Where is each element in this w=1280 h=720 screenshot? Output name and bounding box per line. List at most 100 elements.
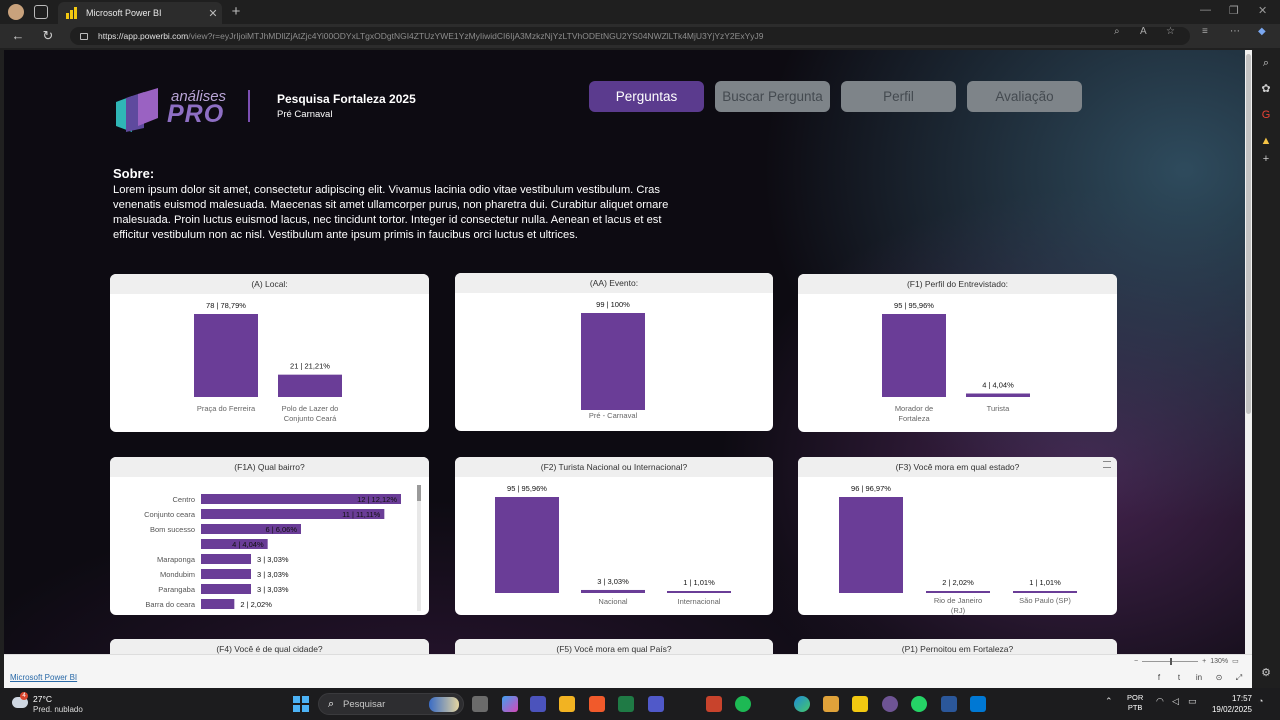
bar[interactable] [667, 591, 731, 593]
new-tab-icon[interactable]: + [231, 3, 241, 20]
page-scrollbar[interactable] [1245, 50, 1252, 654]
google-icon[interactable]: G [1261, 109, 1271, 121]
back-icon[interactable]: ← [11, 28, 25, 43]
teams-work-icon[interactable] [648, 696, 664, 712]
volume-icon[interactable]: ◁ [1172, 696, 1179, 706]
nav-avaliacao-button[interactable]: Avaliação [967, 81, 1082, 112]
bar[interactable] [201, 539, 268, 549]
bar[interactable] [201, 584, 251, 594]
more-menu-icon[interactable]: ⋯ [1230, 26, 1240, 37]
bairro-scrollbar[interactable] [417, 485, 421, 611]
edge-icon[interactable] [794, 696, 810, 712]
copilot-app-icon[interactable] [502, 696, 518, 712]
powerbi-app-icon[interactable] [852, 696, 868, 712]
bar[interactable] [201, 509, 385, 519]
weather-desc[interactable]: Pred. nublado [33, 705, 83, 714]
task-view-icon[interactable] [472, 696, 488, 712]
maximize-icon[interactable]: ❐ [1229, 5, 1239, 17]
read-aloud-icon[interactable]: A [1140, 26, 1147, 37]
facebook-icon[interactable]: f [1157, 673, 1161, 682]
card-bairro[interactable]: (F1A) Qual bairro? Centro 12 | 12,12% Conj… [110, 457, 429, 615]
whatsapp-icon[interactable] [911, 696, 927, 712]
add-app-icon[interactable]: + [1262, 153, 1270, 165]
zoom-out-icon[interactable]: − [1134, 657, 1139, 665]
notifications-icon[interactable]: ◔ [1258, 696, 1264, 706]
powerbi-link[interactable]: Microsoft Power BI [10, 673, 78, 682]
copilot-icon[interactable]: ◆ [1258, 26, 1266, 37]
card-local[interactable]: (A) Local: 78 | 78,79% Praça do Ferreira 2… [110, 274, 429, 432]
minimize-icon[interactable]: — [1200, 4, 1211, 16]
battery-icon[interactable]: ▭ [1188, 696, 1197, 706]
bar[interactable] [194, 314, 258, 397]
weather-temp[interactable]: 27°C [33, 694, 52, 704]
filter-icon[interactable] [1103, 461, 1111, 468]
teams-icon[interactable] [530, 696, 546, 712]
file-explorer-icon[interactable] [559, 696, 575, 712]
bar[interactable] [278, 374, 342, 397]
card-perfil[interactable]: (F1) Perfil do Entrevistado: 95 | 95,96%… [798, 274, 1117, 432]
browser-tab[interactable]: Microsoft Power BI ✕ [58, 2, 222, 24]
spotify-icon[interactable] [735, 696, 751, 712]
vscode-icon[interactable] [970, 696, 986, 712]
nav-buscar-button[interactable]: Buscar Pergunta [715, 81, 830, 112]
card-cidade[interactable]: (F4) Você é de qual cidade? [110, 639, 429, 654]
card-turista[interactable]: (F2) Turista Nacional ou Internacional? … [455, 457, 773, 615]
zoom-in-icon[interactable]: + [1202, 657, 1207, 665]
nav-perfil-button[interactable]: Perfil [841, 81, 956, 112]
word-icon[interactable] [941, 696, 957, 712]
bar[interactable] [966, 393, 1030, 397]
bar[interactable] [839, 497, 903, 593]
close-tab-icon[interactable]: ✕ [208, 7, 218, 20]
bar[interactable] [201, 554, 251, 564]
fit-page-icon[interactable]: ▭ [1232, 658, 1239, 665]
bar[interactable] [201, 599, 235, 609]
tools-icon[interactable]: ✿ [1261, 83, 1271, 95]
bar[interactable] [201, 494, 401, 504]
card-estado[interactable]: (F3) Você mora em qual estado? 96 | 96,9… [798, 457, 1117, 615]
card-pernoitou[interactable]: (P1) Pernoitou em Fortaleza? [798, 639, 1117, 654]
refresh-icon[interactable]: ↻ [42, 28, 54, 43]
favorites-list-icon[interactable]: ≡ [1202, 26, 1208, 37]
url-field[interactable]: https://app.powerbi.com/view?r=eyJrIjoiM… [70, 27, 1190, 45]
excel-icon[interactable] [618, 696, 634, 712]
windows-start-icon[interactable] [293, 696, 309, 712]
bar[interactable] [1013, 591, 1077, 593]
profile-avatar[interactable] [8, 4, 24, 20]
scrollbar-thumb[interactable] [1246, 54, 1251, 414]
powerpoint-icon[interactable] [706, 696, 722, 712]
card-pais[interactable]: (F5) Você mora em qual País? [455, 639, 773, 654]
nav-perguntas-button[interactable]: Perguntas [589, 81, 704, 112]
zoom-control[interactable]: − + 130% ▭ [1134, 657, 1239, 665]
weather-cloud-icon[interactable] [12, 697, 28, 708]
bar[interactable] [926, 591, 990, 593]
taskbar-search[interactable]: ⌕ Pesquisar [318, 693, 464, 715]
settings-gear-icon[interactable]: ⚙ [1261, 667, 1271, 679]
medal-icon[interactable] [823, 696, 839, 712]
brave-icon[interactable] [589, 696, 605, 712]
twitter-icon[interactable]: t [1177, 673, 1181, 682]
bar[interactable] [882, 314, 946, 397]
card-evento[interactable]: (AA) Evento: 99 | 100% Pré - Carnaval [455, 273, 773, 431]
bar[interactable] [201, 569, 251, 579]
zoom-page-icon[interactable]: ⌕ [1114, 26, 1120, 37]
fullscreen-icon[interactable]: ⤢ [1235, 673, 1243, 682]
workspaces-icon[interactable] [34, 5, 48, 19]
favorite-star-icon[interactable]: ☆ [1166, 26, 1175, 37]
bar[interactable] [201, 524, 301, 534]
close-window-icon[interactable]: ✕ [1258, 5, 1268, 17]
language-indicator[interactable]: POR PTB [1127, 693, 1143, 713]
tray-chevron-icon[interactable]: ⌃ [1105, 696, 1113, 706]
linkedin-icon[interactable]: in [1195, 673, 1203, 682]
bar[interactable] [495, 497, 559, 593]
zoom-slider-thumb[interactable] [1170, 657, 1173, 665]
github-icon[interactable] [882, 696, 898, 712]
scrollbar-thumb[interactable] [417, 485, 421, 501]
wifi-icon[interactable]: ◠ [1156, 696, 1164, 706]
bar[interactable] [581, 313, 645, 410]
bar[interactable] [581, 589, 645, 593]
zoom-slider[interactable] [1142, 657, 1199, 665]
drive-icon[interactable]: ▲ [1260, 135, 1272, 147]
share-link-icon[interactable]: ⊙ [1215, 673, 1223, 682]
system-clock[interactable]: 17:57 19/02/2025 [1208, 693, 1252, 715]
search-icon[interactable]: ⌕ [1262, 57, 1270, 69]
